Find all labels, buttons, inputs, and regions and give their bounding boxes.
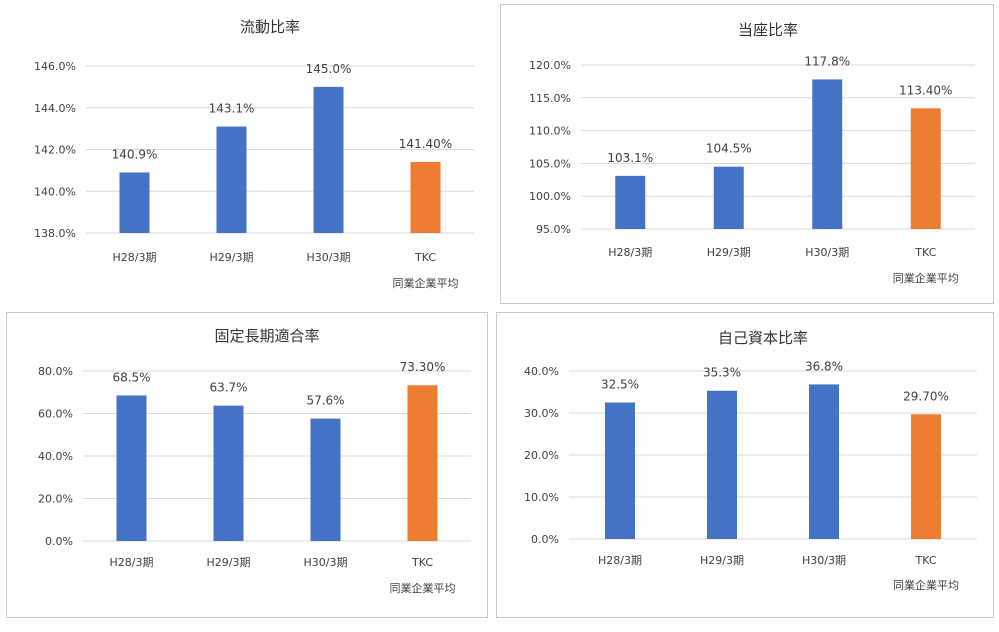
y-tick-label: 20.0% [38,493,73,506]
y-tick-label: 0.0% [45,535,73,548]
chart-title: 自己資本比率 [718,329,808,347]
category-label: H30/3期 [802,554,846,567]
fixed-long-term-ratio-chart: 固定長期適合率 0.0% 20.0% 40.0% 60.0% 80.0% 68.5% H28/… [38,327,471,595]
bar [216,126,247,233]
bar [213,405,244,541]
bar [407,385,438,541]
data-label: 113.40% [899,83,952,97]
category-label: TKC [914,554,936,567]
category-label: H30/3期 [307,251,351,264]
y-tick-label: 30.0% [524,407,559,420]
category-label: H30/3期 [805,246,849,259]
category-label: H28/3期 [598,554,642,567]
y-tick-label: 146.0% [34,60,76,73]
y-tick-label: 40.0% [524,365,559,378]
category-sublabel: 同業企業平均 [390,581,456,595]
category-label: H29/3期 [700,554,744,567]
bar [119,172,150,233]
data-label: 145.0% [306,62,352,76]
data-label: 36.8% [805,359,843,373]
y-tick-label: 120.0% [529,59,571,72]
y-tick-label: 110.0% [529,125,571,138]
quick-ratio-chart: 当座比率 95.0% 100.0% 105.0% 110.0% 115.0% 120.0% 1… [529,21,975,285]
chart-panel-equity-ratio: 自己資本比率 0.0% 10.0% 20.0% 30.0% 40.0% 32.5% H28/3… [496,312,994,618]
data-label: 73.30% [400,360,446,374]
chart-panel-quick-ratio: 当座比率 95.0% 100.0% 105.0% 110.0% 115.0% 120.0% 1… [500,4,994,304]
equity-ratio-chart: 自己資本比率 0.0% 10.0% 20.0% 30.0% 40.0% 32.5% H28/3… [524,329,977,592]
data-label: 141.40% [399,137,452,151]
chart-title: 流動比率 [240,18,300,36]
data-label: 63.7% [209,381,247,395]
data-label: 140.9% [112,147,158,161]
bar [707,390,737,539]
bar [809,384,839,539]
y-tick-label: 80.0% [38,365,73,378]
bar [911,414,941,539]
y-tick-label: 20.0% [524,449,559,462]
category-label: H28/3期 [113,251,157,264]
category-label: TKC [411,556,433,569]
data-label: 103.1% [607,151,653,165]
bar [812,79,843,229]
data-label: 29.70% [903,389,949,403]
chart-title: 固定長期適合率 [214,327,319,345]
category-label: TKC [414,251,436,264]
y-tick-label: 60.0% [38,408,73,421]
category-label: H29/3期 [207,556,251,569]
category-label: H29/3期 [210,251,254,264]
data-label: 143.1% [209,102,255,116]
bar [713,166,744,229]
category-label: H28/3期 [608,246,652,259]
category-sublabel: 同業企業平均 [893,578,959,592]
category-label: H28/3期 [110,556,154,569]
y-tick-label: 0.0% [531,533,559,546]
chart-title: 当座比率 [738,21,798,39]
bar [313,86,344,233]
bar [910,108,941,229]
bar [116,395,147,541]
chart-panel-current-ratio: 流動比率 138.0% 140.0% 142.0% 144.0% 146.0% 140.9%… [4,4,490,294]
category-sublabel: 同業企業平均 [893,271,959,285]
data-label: 32.5% [601,378,639,392]
current-ratio-chart: 流動比率 138.0% 140.0% 142.0% 144.0% 146.0% 140.9%… [34,18,474,290]
chart-panel-fixed-long-term-ratio: 固定長期適合率 0.0% 20.0% 40.0% 60.0% 80.0% 68.5% H28/… [6,312,488,618]
y-tick-label: 138.0% [34,227,76,240]
category-label: H30/3期 [304,556,348,569]
bar [615,175,646,229]
bar [605,402,635,539]
category-label: TKC [914,246,936,259]
y-tick-label: 95.0% [536,223,571,236]
y-tick-label: 144.0% [34,102,76,115]
data-label: 57.6% [306,394,344,408]
bar [310,418,341,541]
bar [410,162,441,233]
data-label: 35.3% [703,366,741,380]
category-label: H29/3期 [707,246,751,259]
y-tick-label: 105.0% [529,157,571,170]
data-label: 117.8% [804,54,850,68]
category-sublabel: 同業企業平均 [393,276,459,290]
y-tick-label: 115.0% [529,92,571,105]
y-tick-label: 140.0% [34,185,76,198]
data-label: 104.5% [706,142,752,156]
y-tick-label: 142.0% [34,144,76,157]
y-tick-label: 100.0% [529,190,571,203]
y-tick-label: 40.0% [38,450,73,463]
y-tick-label: 10.0% [524,491,559,504]
data-label: 68.5% [112,370,150,384]
